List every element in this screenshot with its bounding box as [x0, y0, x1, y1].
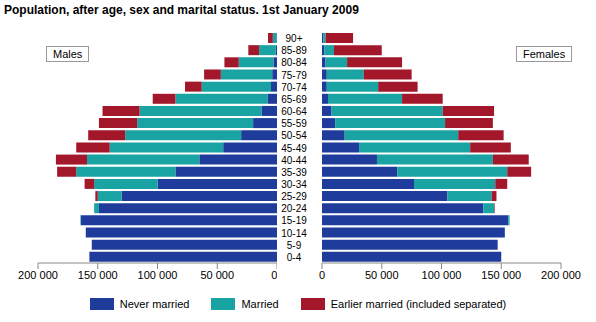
svg-text:30-34: 30-34 [281, 179, 307, 190]
html-text:Females: Females [523, 48, 566, 60]
svg-text:70-74: 70-74 [281, 82, 307, 93]
svg-text:90+: 90+ [286, 33, 303, 44]
svg-text:150 000: 150 000 [481, 269, 521, 281]
svg-text:200 000: 200 000 [541, 269, 581, 281]
html-text:Males: Males [53, 48, 83, 60]
html-text:Population, after age, sex and: Population, after age, sex and marital s… [4, 3, 359, 17]
svg-text:5-9: 5-9 [287, 240, 302, 251]
html-text:Never married: Never married [119, 298, 190, 310]
svg-text:65-69: 65-69 [281, 94, 307, 105]
svg-text:20-24: 20-24 [281, 203, 307, 214]
svg-text:150 000: 150 000 [78, 269, 118, 281]
svg-text:50 000: 50 000 [365, 269, 399, 281]
svg-text:100 000: 100 000 [138, 269, 178, 281]
svg-text:15-19: 15-19 [281, 215, 307, 226]
svg-text:50-54: 50-54 [281, 130, 307, 141]
svg-text:0: 0 [271, 269, 277, 281]
svg-text:80-84: 80-84 [281, 57, 307, 68]
svg-text:200 000: 200 000 [18, 269, 58, 281]
svg-text:35-39: 35-39 [281, 167, 307, 178]
svg-text:85-89: 85-89 [281, 45, 307, 56]
html-text:Earlier married (included sepa: Earlier married (included separated) [330, 298, 507, 310]
svg-text:45-49: 45-49 [281, 143, 307, 154]
svg-text:10-14: 10-14 [281, 228, 307, 239]
html-text:Married: Married [241, 298, 279, 310]
svg-text:100 000: 100 000 [422, 269, 462, 281]
svg-text:40-44: 40-44 [281, 155, 307, 166]
svg-text:0: 0 [319, 269, 325, 281]
svg-text:25-29: 25-29 [281, 191, 307, 202]
svg-text:60-64: 60-64 [281, 106, 307, 117]
svg-text:0-4: 0-4 [287, 252, 302, 263]
svg-text:50 000: 50 000 [200, 269, 234, 281]
svg-text:55-59: 55-59 [281, 118, 307, 129]
svg-text:75-79: 75-79 [281, 70, 307, 81]
